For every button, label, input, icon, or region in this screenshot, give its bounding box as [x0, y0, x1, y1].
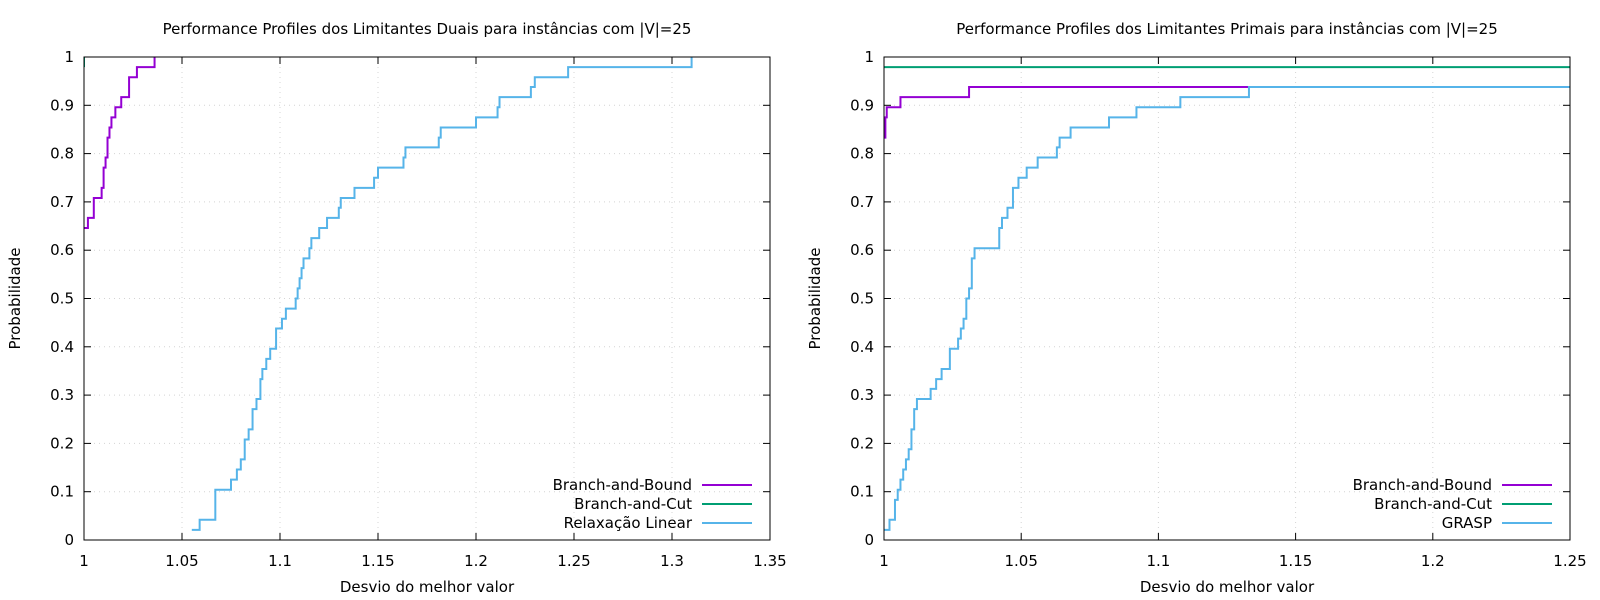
primal-bounds-chart: 1 1.05 1.1 1.15 1.2 1.25 0 0.1 0.2 0.3 0.4 0.5 0.6 0.… [806, 20, 1587, 596]
primal-ytick-label: 0.8 [850, 145, 874, 163]
dual-series-branch-and-bound [84, 57, 156, 229]
primal-ytick-label: 1 [864, 48, 874, 66]
primal-ytick-label: 0.1 [850, 483, 874, 501]
primal-xtick-label: 1.1 [1146, 552, 1170, 570]
primal-ytick-label: 0.2 [850, 434, 874, 452]
primal-ytick-label: 0.9 [850, 96, 874, 114]
dual-ytick-label: 0.3 [50, 386, 74, 404]
dual-xtick-label: 1.05 [165, 552, 198, 570]
dual-xtick-label: 1 [79, 552, 89, 570]
primal-ytick-label: 0.4 [850, 338, 874, 356]
dual-xtick-label: 1.35 [753, 552, 786, 570]
primal-ytick-label: 0.3 [850, 386, 874, 404]
primal-series-grasp [884, 85, 1570, 531]
primal-xtick-label: 1 [879, 552, 889, 570]
primal-xtick-label: 1.25 [1553, 552, 1586, 570]
dual-ytick-label: 0.8 [50, 145, 74, 163]
dual-ytick-label: 0.9 [50, 96, 74, 114]
dual-ytick-label: 0.1 [50, 483, 74, 501]
dual-legend-label-relaxacao-linear: Relaxação Linear [564, 514, 693, 532]
dual-ytick-label: 0.6 [50, 241, 74, 259]
dual-plot-frame [83, 56, 771, 541]
primal-xtick-label: 1.05 [1004, 552, 1037, 570]
dual-ytick-label: 0.5 [50, 290, 74, 308]
dual-xtick-label: 1.3 [660, 552, 684, 570]
primal-legend-label-branch-and-cut: Branch-and-Cut [1374, 495, 1492, 513]
primal-y-axis-label: Probabilidade [806, 248, 824, 350]
dual-xtick-label: 1.15 [361, 552, 394, 570]
dual-y-axis-label: Probabilidade [6, 248, 24, 350]
dual-xtick-label: 1.1 [268, 552, 292, 570]
primal-series-branch-and-bound [884, 85, 1570, 139]
dual-ytick-label: 0.7 [50, 193, 74, 211]
primal-chart-title: Performance Profiles dos Limitantes Prim… [956, 20, 1498, 38]
dual-legend-label-branch-and-bound: Branch-and-Bound [553, 476, 692, 494]
dual-ytick-label: 0 [64, 531, 74, 549]
dual-xtick-label: 1.2 [464, 552, 488, 570]
dual-xtick-label: 1.25 [557, 552, 590, 570]
primal-ytick-label: 0.6 [850, 241, 874, 259]
dual-ytick-label: 1 [64, 48, 74, 66]
dual-x-axis-label: Desvio do melhor valor [340, 578, 515, 596]
primal-x-axis-label: Desvio do melhor valor [1140, 578, 1315, 596]
primal-plot-frame [883, 56, 1571, 541]
dual-chart-title: Performance Profiles dos Limitantes Duai… [163, 20, 692, 38]
primal-ytick-label: 0 [864, 531, 874, 549]
primal-legend-label-branch-and-bound: Branch-and-Bound [1353, 476, 1492, 494]
dual-bounds-chart: 1 1.05 1.1 1.15 1.2 1.25 1.3 1.35 0 0.1 0.2 0.3 0.4 0… [6, 20, 787, 596]
dual-ytick-label: 0.4 [50, 338, 74, 356]
dual-legend-label-branch-and-cut: Branch-and-Cut [574, 495, 692, 513]
dual-series-relaxacao-linear [191, 57, 693, 531]
primal-xtick-label: 1.15 [1279, 552, 1312, 570]
primal-ytick-label: 0.5 [850, 290, 874, 308]
primal-ytick-label: 0.7 [850, 193, 874, 211]
primal-xtick-label: 1.2 [1421, 552, 1445, 570]
primal-legend-label-grasp: GRASP [1442, 514, 1492, 532]
dual-ytick-label: 0.2 [50, 434, 74, 452]
